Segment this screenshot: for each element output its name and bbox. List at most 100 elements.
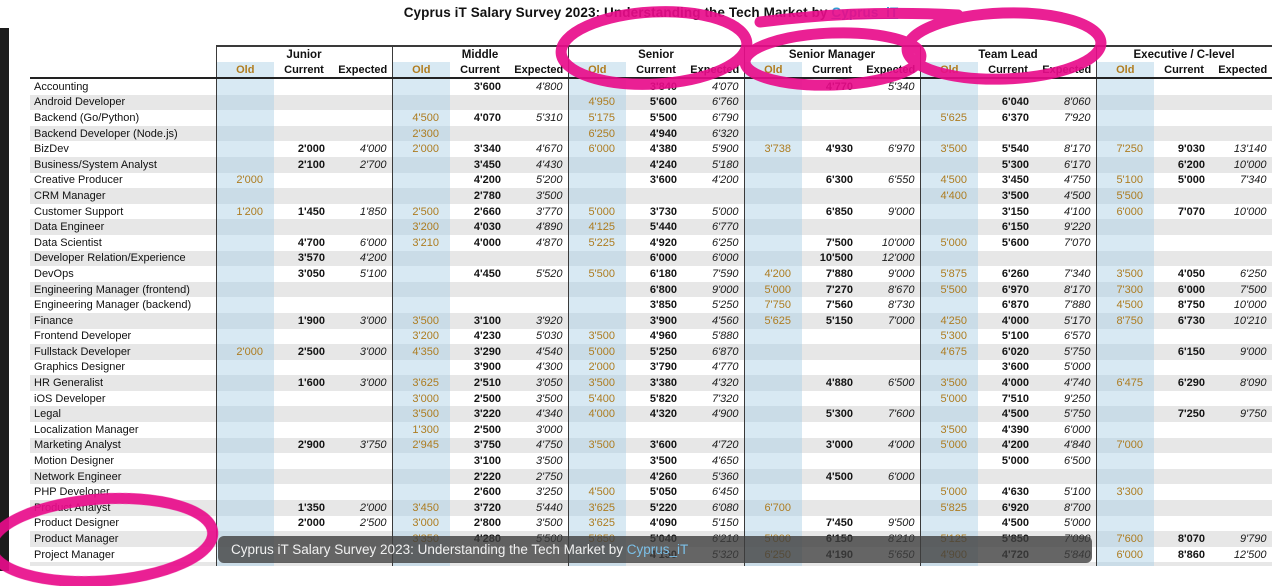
cell-exp xyxy=(510,281,569,298)
cell-exp: 4'740 xyxy=(1038,375,1097,391)
table-row: Motion Designer 3'100 3'500 3'500 4'650 5'000… xyxy=(30,453,1272,469)
cell-cur: 5'220 xyxy=(626,500,687,516)
cell-old: 3'625 xyxy=(567,500,627,516)
cell-old: 5'875 xyxy=(919,266,979,282)
cell-exp: 6'500 xyxy=(862,375,921,391)
cell-cur: 4'880 xyxy=(802,375,863,391)
cell-exp xyxy=(510,94,569,111)
cell-exp: 4'340 xyxy=(510,406,569,423)
cell-cur xyxy=(802,110,862,126)
cell-old xyxy=(1095,453,1155,469)
cell-exp xyxy=(334,329,392,345)
cell-cur: 6'040 xyxy=(978,94,1039,111)
cell-exp xyxy=(334,484,392,500)
cell-exp xyxy=(862,484,920,500)
cell-cur: 5'820 xyxy=(649,392,678,405)
group-header-executive-c-level: Executive / C-level xyxy=(1095,45,1272,62)
cell-old: 3'500 xyxy=(567,328,627,345)
cyprus-it-caption-link[interactable]: Cyprus_iT xyxy=(626,542,689,557)
cell-cur: 4'000 xyxy=(473,236,501,249)
cell-cur: 2'660 xyxy=(473,205,501,218)
cell-exp: 5'750 xyxy=(1038,406,1097,423)
table-row: Network Engineer 2'220 2'750 4'260 5'360 4'50… xyxy=(30,468,1272,485)
cell-cur: 5'000 xyxy=(1177,174,1206,187)
cell-exp: 12'500 xyxy=(1214,546,1272,563)
cell-cur xyxy=(1154,94,1215,111)
sub-header-old: Old xyxy=(743,62,803,79)
cell-exp xyxy=(510,125,569,142)
cell-exp: 4'670 xyxy=(535,143,563,156)
cell-exp: 4'000 xyxy=(359,143,387,156)
cell-old: 5'500 xyxy=(1095,188,1155,204)
cell-cur: 7'270 xyxy=(802,281,863,298)
cell-exp xyxy=(862,562,921,566)
cell-cur: 4'050 xyxy=(1177,267,1206,280)
row-label: CRM Manager xyxy=(30,188,216,204)
cell-exp: 10'000 xyxy=(1214,297,1272,313)
cell-old xyxy=(919,219,979,235)
cell-exp: 6'770 xyxy=(686,219,745,235)
cell-cur xyxy=(274,110,334,126)
group-header-senior-manager: Senior Manager xyxy=(743,45,921,62)
cell-cur: 3'720 xyxy=(450,500,510,516)
cell-old: 3'500 xyxy=(919,375,979,391)
cell-exp xyxy=(334,173,392,189)
cell-cur xyxy=(1154,235,1214,251)
cell-cur: 6'370 xyxy=(1001,111,1030,124)
cell-old xyxy=(743,515,803,532)
table-row: CRM Manager 2'780 3'500 4'400 3'500 4'500 5'50… xyxy=(30,188,1272,204)
cell-cur: 3'600 xyxy=(626,437,687,454)
cell-exp xyxy=(1214,422,1272,438)
cell-old xyxy=(567,281,627,298)
cell-exp: 6'250 xyxy=(1214,266,1272,282)
cyprus-it-title-link[interactable]: Cyprus_iT xyxy=(831,5,899,20)
cell-exp: 5'900 xyxy=(711,143,739,156)
cell-exp: 7'070 xyxy=(1063,236,1091,249)
cell-cur: 6'870 xyxy=(1001,299,1030,312)
cell-exp: 4'070 xyxy=(711,80,739,93)
row-label: Graphics Designer xyxy=(34,361,126,374)
cell-exp: 3'000 xyxy=(334,312,392,329)
cell-old xyxy=(919,156,979,173)
cell-old: 3'500 xyxy=(567,375,627,391)
cell-exp xyxy=(686,422,744,438)
cell-exp xyxy=(1214,125,1272,142)
cell-old: 5'000 xyxy=(567,203,627,220)
cell-old xyxy=(215,125,274,142)
cell-old: 5'625 xyxy=(743,312,803,329)
table-row: Localization Manager 1'300 2'500 3'000 3'500… xyxy=(30,422,1272,438)
cell-cur: 4'700 xyxy=(297,236,325,249)
cell-exp xyxy=(1038,250,1097,267)
cell-exp xyxy=(334,562,392,566)
cell-exp: 3'500 xyxy=(535,517,563,530)
cell-old xyxy=(743,390,803,407)
cell-cur: 3'000 xyxy=(802,437,863,454)
row-label: Fullstack Developer xyxy=(30,344,216,360)
cell-cur: 5'050 xyxy=(649,486,678,499)
cell-exp xyxy=(334,297,392,313)
table-row: Legal 3'500 3'220 4'340 4'000 4'320 4'900 5'300… xyxy=(30,406,1272,423)
salary-table-container: Junior Middle Senior Senior Manager Team Lea… xyxy=(30,45,1272,566)
cell-exp: 5'000 xyxy=(1063,517,1091,530)
cell-cur: 6'730 xyxy=(1154,312,1215,329)
table-row: Data Scientist 4'700 6'000 3'210 4'000 4'870 5… xyxy=(30,234,1272,251)
cell-cur: 2'800 xyxy=(473,517,501,530)
cell-old xyxy=(1095,515,1155,532)
cell-old xyxy=(919,297,979,313)
cell-old: 5'000 xyxy=(919,390,979,407)
cell-cur xyxy=(274,219,334,235)
cell-exp: 6'570 xyxy=(1063,330,1091,343)
cell-exp: 5'100 xyxy=(359,267,387,280)
sub-header-old: Old xyxy=(919,62,979,79)
cell-old xyxy=(1095,234,1155,251)
cell-exp xyxy=(510,250,569,267)
cell-exp: 9'250 xyxy=(1063,392,1091,405)
cell-old xyxy=(1095,468,1155,485)
cell-old xyxy=(1095,250,1155,267)
cell-exp: 6'550 xyxy=(887,174,915,187)
cell-old: 5'825 xyxy=(919,500,979,516)
cell-cur xyxy=(978,125,1039,142)
cell-old: 4'250 xyxy=(919,312,979,329)
cell-exp: 4'650 xyxy=(711,455,739,468)
caption-text: Cyprus iT Salary Survey 2023: Understand… xyxy=(231,542,627,557)
